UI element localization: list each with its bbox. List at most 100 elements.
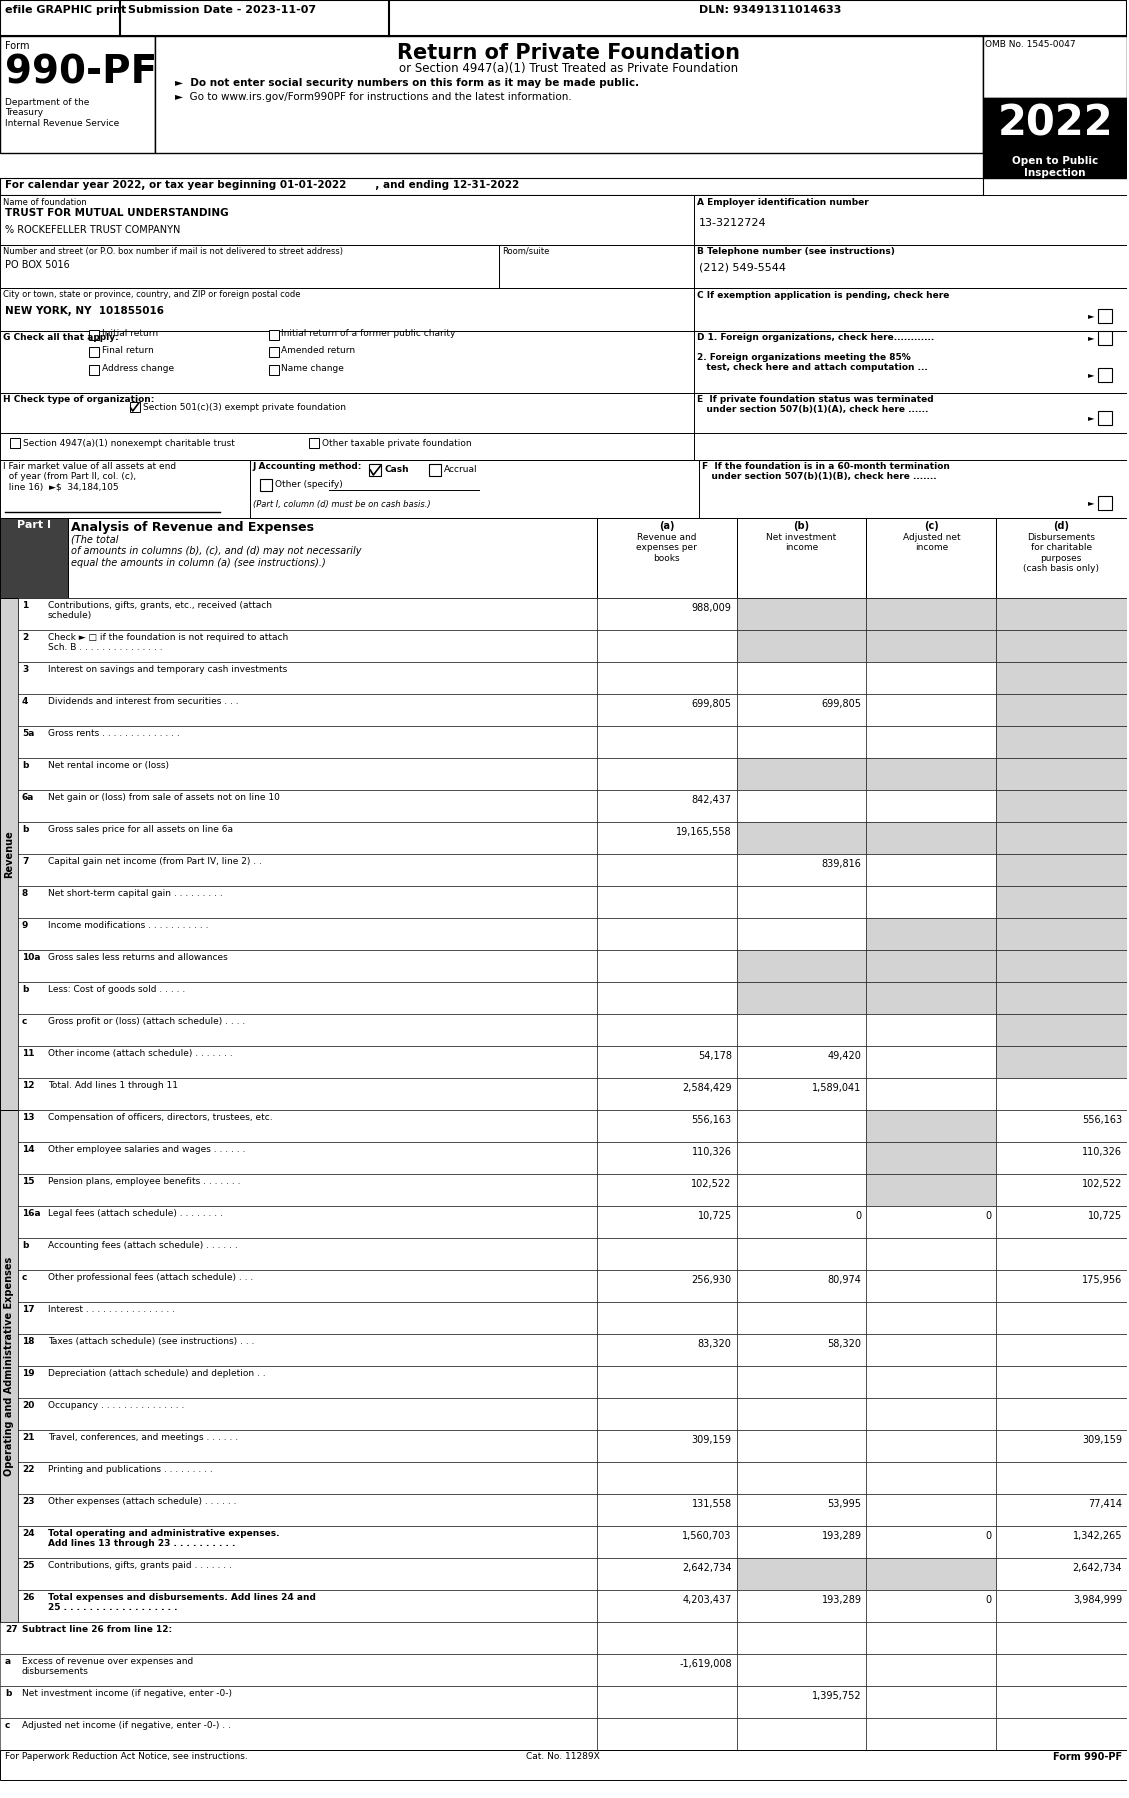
Bar	[996, 949, 1127, 982]
Text: (c): (c)	[924, 521, 938, 530]
Bar	[866, 629, 996, 662]
Bar	[737, 599, 866, 629]
Text: 0: 0	[986, 1212, 991, 1221]
Bar	[18, 1206, 597, 1239]
Text: Excess of revenue over expenses and: Excess of revenue over expenses and	[21, 1658, 193, 1667]
Bar	[597, 759, 737, 789]
Bar	[996, 1589, 1127, 1622]
Bar	[996, 518, 1127, 599]
Bar	[983, 153, 1127, 178]
Bar	[597, 1014, 737, 1046]
Text: 19: 19	[21, 1368, 35, 1377]
Text: 2,642,734: 2,642,734	[682, 1562, 732, 1573]
Bar	[597, 694, 737, 726]
Bar	[996, 1206, 1127, 1239]
Text: Submission Date - 2023-11-07: Submission Date - 2023-11-07	[128, 5, 316, 14]
Text: Operating and Administrative Expenses: Operating and Administrative Expenses	[5, 1257, 14, 1476]
Text: 25: 25	[21, 1561, 35, 1570]
Bar	[597, 629, 737, 662]
Text: 53,995: 53,995	[828, 1500, 861, 1509]
Bar	[866, 1527, 996, 1559]
Text: 3: 3	[21, 665, 28, 674]
Bar	[693, 194, 1127, 245]
Text: Department of the
Treasury
Internal Revenue Service: Department of the Treasury Internal Reve…	[5, 99, 120, 128]
Bar	[155, 36, 983, 153]
Text: 102,522: 102,522	[1082, 1179, 1122, 1188]
Bar	[866, 1494, 996, 1527]
Text: 990-PF: 990-PF	[5, 52, 157, 92]
Bar	[866, 982, 996, 1014]
Bar	[18, 789, 597, 822]
Text: 23: 23	[21, 1498, 35, 1507]
Bar	[866, 1687, 996, 1719]
Bar	[18, 886, 597, 919]
Bar	[1099, 412, 1112, 424]
Text: 26: 26	[21, 1593, 35, 1602]
Text: 699,805: 699,805	[692, 699, 732, 708]
Text: ►: ►	[1088, 370, 1094, 379]
Bar	[597, 726, 737, 759]
Text: 13-3212724: 13-3212724	[699, 218, 767, 228]
Bar	[18, 1589, 597, 1622]
Bar	[996, 1079, 1127, 1109]
Bar	[18, 1109, 597, 1142]
Text: Cat. No. 11289X: Cat. No. 11289X	[526, 1751, 599, 1760]
Text: Disbursements
for charitable
purposes
(cash basis only): Disbursements for charitable purposes (c…	[1023, 532, 1100, 574]
Text: NEW YORK, NY  101855016: NEW YORK, NY 101855016	[5, 306, 164, 316]
Text: Section 4947(a)(1) nonexempt charitable trust: Section 4947(a)(1) nonexempt charitable …	[23, 439, 235, 448]
Text: b: b	[21, 985, 28, 994]
Bar	[866, 1622, 996, 1654]
Bar	[269, 365, 279, 376]
Text: 19,165,558: 19,165,558	[676, 827, 732, 838]
Bar	[737, 759, 866, 789]
Text: Other expenses (attach schedule) . . . . . .: Other expenses (attach schedule) . . . .…	[47, 1498, 236, 1507]
Bar	[693, 288, 1127, 331]
Bar	[866, 518, 996, 599]
Bar	[737, 1206, 866, 1239]
Bar	[996, 919, 1127, 949]
Bar	[866, 1334, 996, 1366]
Text: Occupancy . . . . . . . . . . . . . . .: Occupancy . . . . . . . . . . . . . . .	[47, 1401, 184, 1410]
Bar	[737, 1399, 866, 1429]
Text: 842,437: 842,437	[692, 795, 732, 806]
Bar	[996, 1719, 1127, 1749]
Bar	[18, 1462, 597, 1494]
Bar	[260, 478, 271, 491]
Text: Cash: Cash	[384, 466, 409, 475]
Bar	[996, 1109, 1127, 1142]
Bar	[996, 1046, 1127, 1079]
Bar	[737, 1654, 866, 1687]
Bar	[89, 331, 99, 340]
Bar	[309, 439, 320, 448]
Text: a: a	[5, 1658, 11, 1667]
Text: 2: 2	[21, 633, 28, 642]
Bar	[597, 1206, 737, 1239]
Text: Revenue and
expenses per
books: Revenue and expenses per books	[637, 532, 698, 563]
Text: (d): (d)	[1053, 521, 1069, 530]
Text: Taxes (attach schedule) (see instructions) . . .: Taxes (attach schedule) (see instruction…	[47, 1338, 254, 1347]
Bar	[18, 919, 597, 949]
Bar	[18, 726, 597, 759]
Bar	[597, 822, 737, 854]
Text: Gross rents . . . . . . . . . . . . . .: Gross rents . . . . . . . . . . . . . .	[47, 728, 180, 737]
Text: Adjusted net income (if negative, enter -0-) . .: Adjusted net income (if negative, enter …	[21, 1721, 230, 1730]
Bar	[429, 464, 441, 476]
Text: OMB No. 1545-0047: OMB No. 1545-0047	[986, 40, 1076, 49]
Bar	[18, 1174, 597, 1206]
Text: Depreciation (attach schedule) and depletion . .: Depreciation (attach schedule) and deple…	[47, 1368, 265, 1377]
Text: (Part I, column (d) must be on cash basis.): (Part I, column (d) must be on cash basi…	[253, 500, 430, 509]
Text: 309,159: 309,159	[1082, 1435, 1122, 1446]
Bar	[866, 822, 996, 854]
Text: 0: 0	[986, 1532, 991, 1541]
Text: Compensation of officers, directors, trustees, etc.: Compensation of officers, directors, tru…	[47, 1113, 272, 1122]
Bar	[866, 1302, 996, 1334]
Text: 22: 22	[21, 1465, 35, 1474]
Bar	[737, 1079, 866, 1109]
Text: C If exemption application is pending, check here: C If exemption application is pending, c…	[697, 291, 949, 300]
Bar	[737, 1269, 866, 1302]
Text: 2. Foreign organizations meeting the 85%
   test, check here and attach computat: 2. Foreign organizations meeting the 85%…	[697, 352, 928, 372]
Text: 1,395,752: 1,395,752	[812, 1690, 861, 1701]
Bar	[996, 1654, 1127, 1687]
Bar	[996, 1334, 1127, 1366]
Bar	[737, 1622, 866, 1654]
